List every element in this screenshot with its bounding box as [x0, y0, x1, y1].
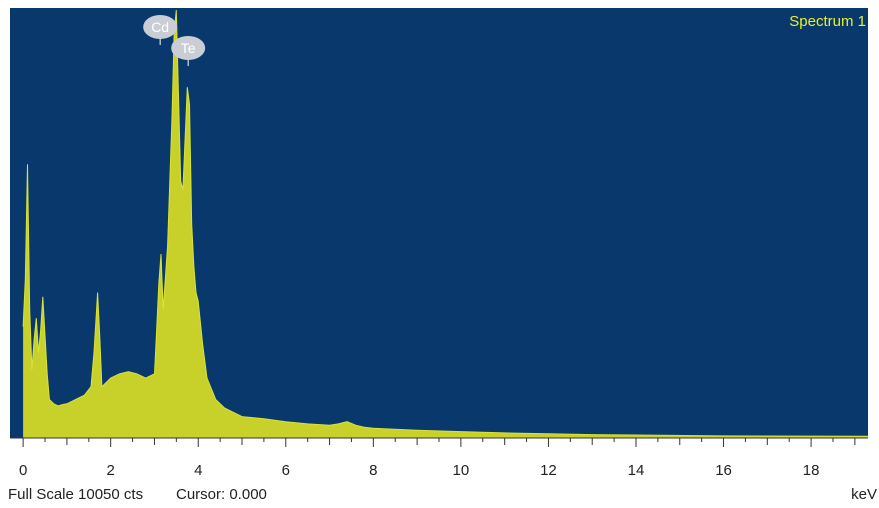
x-tick-label: 4 [194, 462, 202, 479]
x-tick-label: 10 [453, 462, 470, 479]
x-tick-label: 16 [715, 462, 732, 479]
x-tick-label: 0 [19, 462, 27, 479]
peak-marker-bubble [143, 15, 178, 39]
peak-marker-bubble [171, 36, 206, 60]
full-scale-readout: Full Scale 10050 cts [8, 486, 143, 503]
axis-strip [10, 438, 868, 483]
peak-markers: Cd Te [143, 15, 206, 66]
peak-marker-label: Te [181, 40, 196, 56]
peak-marker-te: Te [171, 36, 206, 66]
x-tick-label: 6 [282, 462, 290, 479]
x-tick-label: 8 [369, 462, 377, 479]
cursor-readout: Cursor: 0.000 [176, 486, 267, 503]
spectrum-series [22, 10, 869, 438]
plot-background [10, 8, 868, 438]
spectrum-outline [22, 10, 869, 437]
peak-marker-label: Cd [151, 19, 169, 35]
x-axis-ticks: 0 2 4 6 8 10 12 14 16 18 [19, 438, 856, 479]
spectrum-area [23, 10, 869, 438]
legend-spectrum-1: Spectrum 1 [789, 13, 866, 30]
x-tick-label: 18 [803, 462, 820, 479]
x-tick-label: 2 [107, 462, 115, 479]
x-tick-label: 14 [628, 462, 645, 479]
peak-marker-cd: Cd [143, 15, 178, 45]
x-tick-label: 12 [540, 462, 557, 479]
x-axis-unit-label: keV [851, 486, 877, 503]
